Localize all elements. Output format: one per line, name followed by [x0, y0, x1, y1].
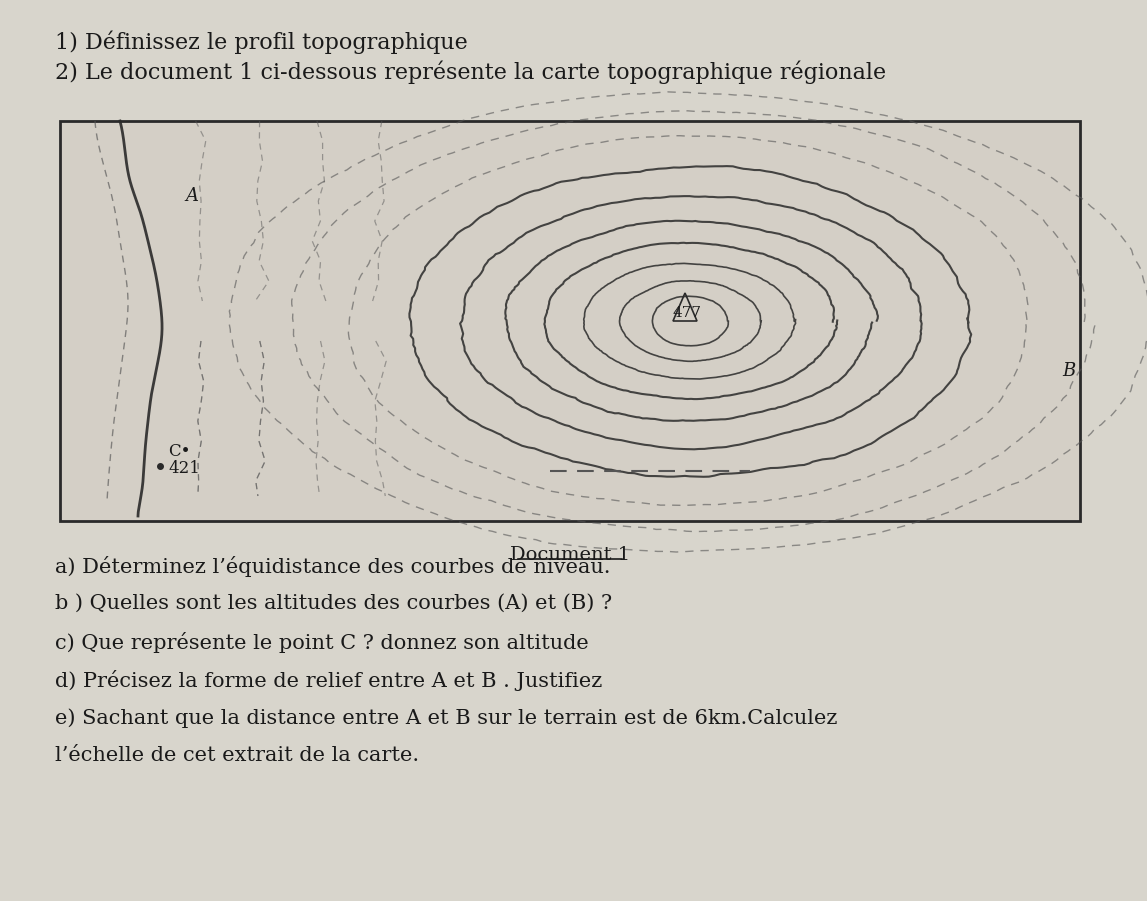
Bar [60, 121, 1080, 521]
Text: Document 1: Document 1 [510, 546, 630, 564]
Text: 2) Le document 1 ci-dessous représente la carte topographique régionale: 2) Le document 1 ci-dessous représente l… [55, 61, 887, 85]
Text: e) Sachant que la distance entre A et B sur le terrain est de 6km.Calculez: e) Sachant que la distance entre A et B … [55, 708, 837, 728]
Text: 421: 421 [167, 460, 200, 477]
Text: a) Déterminez l’équidistance des courbes de niveau.: a) Déterminez l’équidistance des courbes… [55, 556, 610, 577]
Text: d) Précisez la forme de relief entre A et B . Justifiez: d) Précisez la forme de relief entre A e… [55, 670, 602, 691]
Text: C•: C• [167, 443, 190, 460]
Text: l’échelle de cet extrait de la carte.: l’échelle de cet extrait de la carte. [55, 746, 419, 765]
Text: 1) Définissez le profil topographique: 1) Définissez le profil topographique [55, 31, 468, 54]
Text: 477: 477 [672, 306, 702, 320]
Text: c) Que représente le point C ? donnez son altitude: c) Que représente le point C ? donnez so… [55, 632, 588, 653]
Text: A: A [185, 187, 198, 205]
Text: B: B [1062, 362, 1075, 380]
Text: b ) Quelles sont les altitudes des courbes (A) et (B) ?: b ) Quelles sont les altitudes des courb… [55, 594, 612, 613]
